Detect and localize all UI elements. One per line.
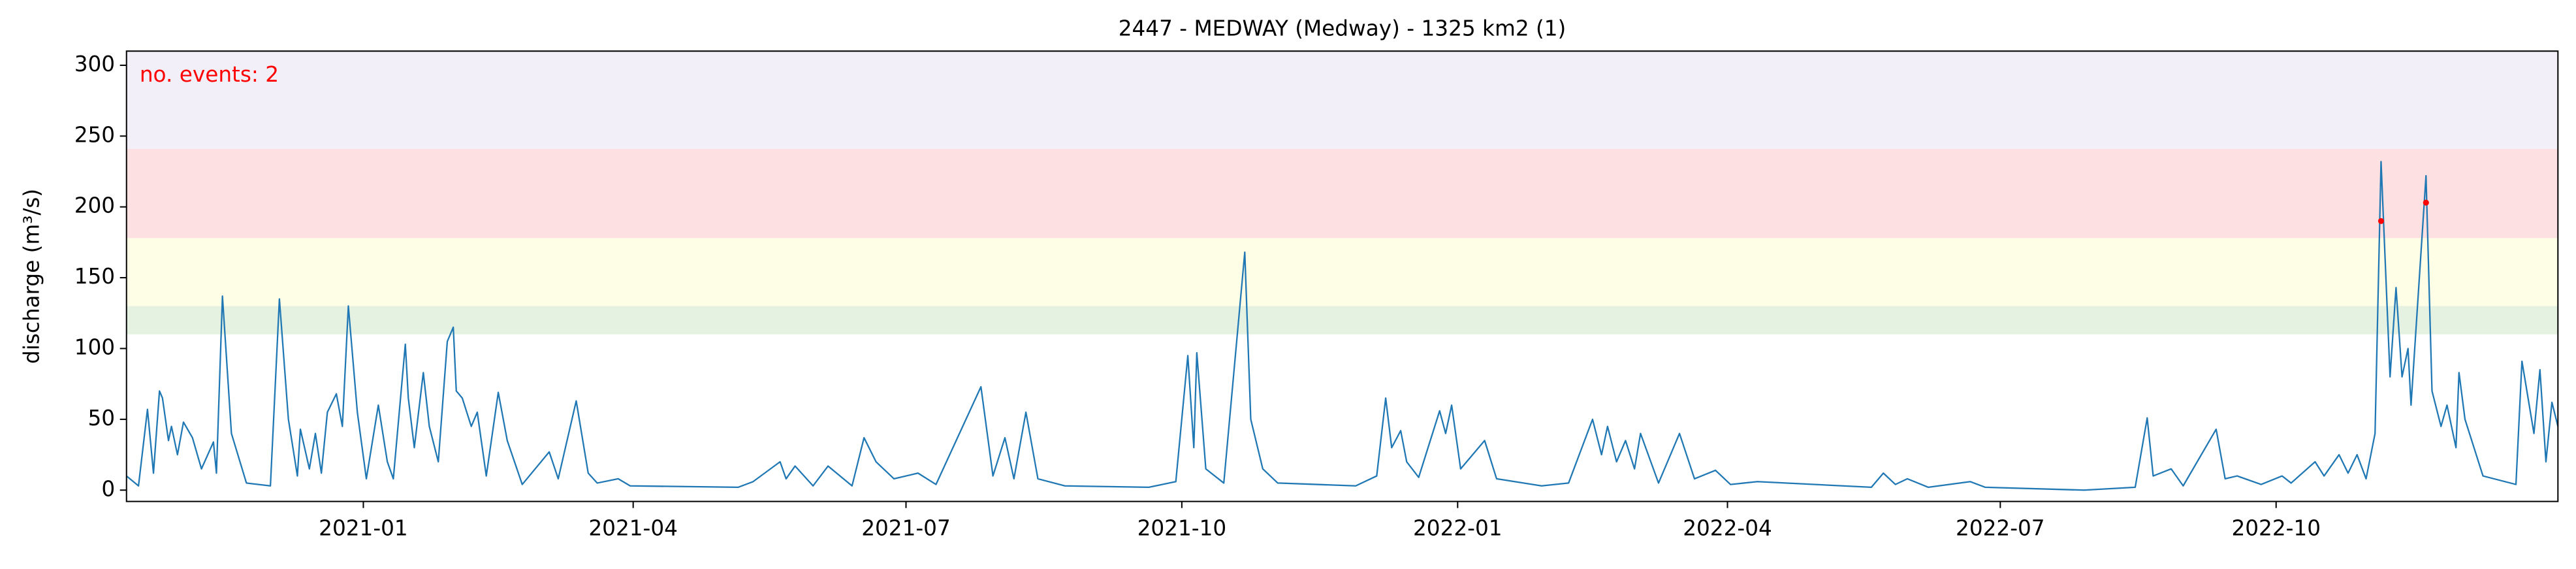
x-tick-label: 2022-10 [2231,515,2321,540]
discharge-line [126,161,2559,491]
event-point [2423,199,2429,206]
y-tick-label: 300 [74,52,115,76]
chart-title: 2447 - MEDWAY (Medway) - 1325 km2 (1) [1119,16,1566,41]
threshold-band [126,238,2558,306]
threshold-band [126,306,2558,334]
threshold-band [126,51,2558,149]
event-count: no. events: 2 [140,62,279,87]
x-tick-label: 2021-07 [861,515,951,540]
x-tick-label: 2022-04 [1683,515,1772,540]
y-tick-label: 100 [74,334,115,359]
y-tick-label: 200 [74,193,115,218]
y-tick-label: 150 [74,264,115,289]
x-tick-label: 2022-07 [1956,515,2045,540]
y-axis-label: discharge (m³/s) [19,189,44,364]
x-tick-label: 2021-04 [588,515,678,540]
x-tick-label: 2021-10 [1137,515,1227,540]
x-tick-label: 2022-01 [1413,515,1503,540]
x-tick-label: 2021-01 [319,515,408,540]
event-point [2377,218,2384,224]
y-tick-label: 0 [101,476,115,501]
y-tick-label: 50 [88,406,116,431]
y-tick-label: 250 [74,122,115,147]
threshold-band [126,148,2558,238]
plot-frame [125,50,2559,502]
